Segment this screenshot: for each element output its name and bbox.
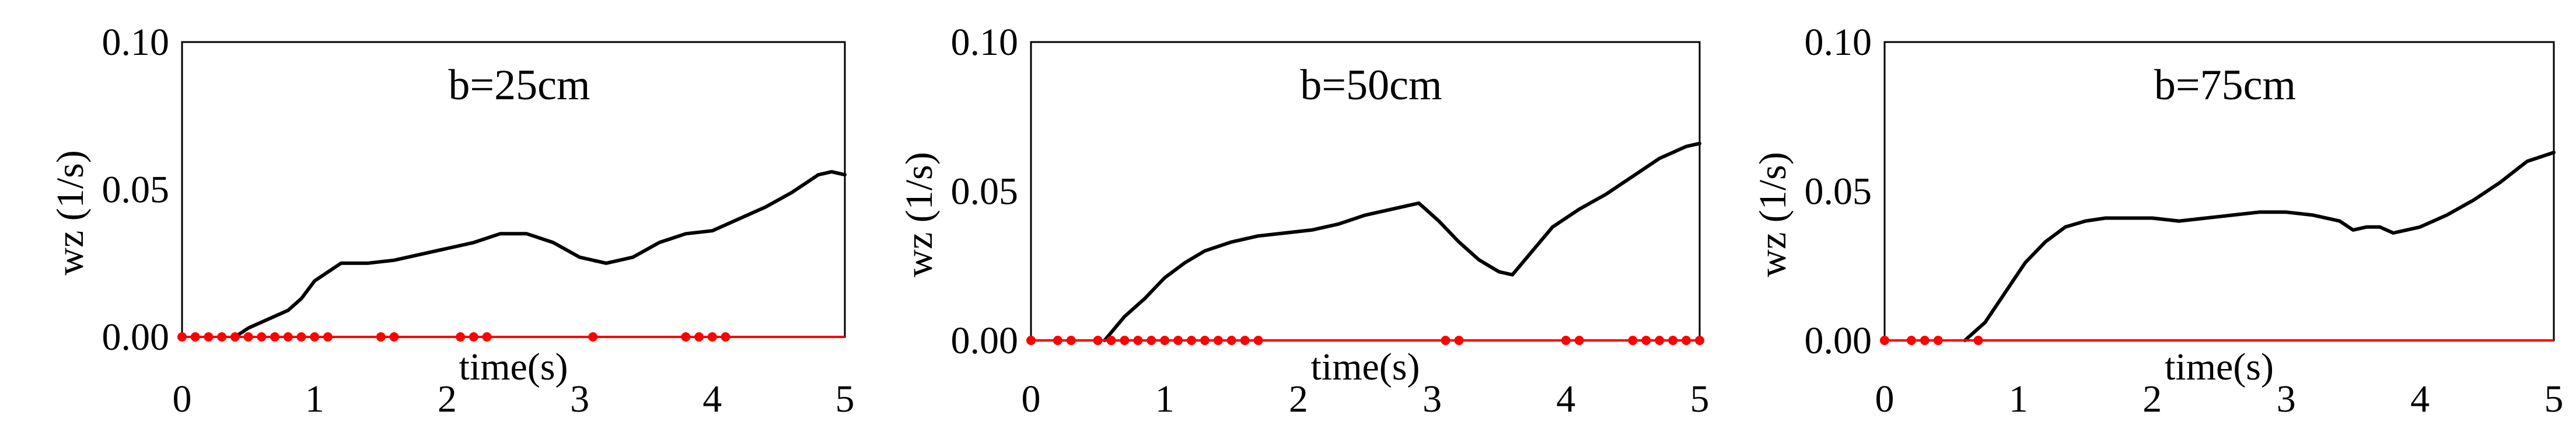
y-tick-label: 0.10 (1805, 21, 1872, 64)
x-tick-label: 0 (173, 378, 192, 420)
x-tick-label: 3 (1422, 378, 1442, 420)
x-tick-label: 4 (2410, 378, 2430, 420)
y-tick-label: 0.05 (1805, 170, 1872, 213)
x-tick-label: 2 (1289, 378, 1308, 420)
series-marker (1066, 336, 1076, 345)
series-marker (1561, 336, 1571, 345)
chart-panel-1: 0.00 0.05 0.10 0 1 2 3 4 5 time(s) wz (1/s) b=25cm (49, 21, 855, 420)
series-marker (257, 332, 267, 342)
panel-title: b=50cm (1300, 61, 1442, 109)
x-tick-label: 5 (1690, 378, 1710, 420)
series-marker (389, 332, 399, 342)
series-marker (1628, 336, 1638, 345)
x-tick-label: 4 (1556, 378, 1575, 420)
series-marker (1093, 336, 1103, 345)
x-axis-title: time(s) (459, 346, 568, 388)
series-marker (1973, 336, 1983, 345)
x-tick-label: 5 (2544, 378, 2564, 420)
panel-title: b=75cm (2154, 61, 2296, 109)
x-tick-label: 3 (2277, 378, 2296, 420)
y-axis-title: wz (1/s) (49, 150, 92, 275)
panel-title: b=25cm (448, 61, 590, 109)
series-marker (1454, 336, 1464, 345)
series-marker (1200, 336, 1210, 345)
series-marker (1641, 336, 1651, 345)
x-tick-label: 2 (2142, 378, 2162, 420)
series-marker (588, 332, 598, 342)
series-marker (1106, 336, 1116, 345)
series-marker (177, 332, 187, 342)
x-tick-label: 1 (1155, 378, 1175, 420)
y-tick-label: 0.05 (951, 170, 1019, 213)
series-marker (1053, 336, 1062, 345)
series-marker (1880, 336, 1889, 345)
series-line-wz (1963, 151, 2556, 342)
series-marker (270, 332, 280, 342)
y-tick-label: 0.00 (951, 319, 1019, 362)
y-tick-label: 0.10 (102, 21, 170, 64)
chart-panel-3: 0.00 0.05 0.10 0 1 2 3 4 5 time(s) wz (1/s) b=75cm (1752, 21, 2564, 420)
series-marker (190, 332, 200, 342)
y-axis-title: wz (1/s) (898, 152, 941, 277)
series-marker (230, 332, 240, 342)
series-marker (1574, 336, 1584, 345)
x-tick-label: 1 (305, 378, 324, 420)
series-marker (1682, 336, 1691, 345)
series-marker (243, 332, 253, 342)
x-tick-label: 2 (438, 378, 457, 420)
series-marker (1160, 336, 1170, 345)
series-marker (482, 332, 492, 342)
x-axis-title: time(s) (1311, 346, 1420, 388)
series-marker (1933, 336, 1943, 345)
series-marker (469, 332, 478, 342)
series-marker (1441, 336, 1450, 345)
x-tick-label: 0 (1022, 378, 1041, 420)
series-marker (1695, 336, 1704, 345)
y-tick-label: 0.10 (951, 21, 1019, 64)
series-marker (296, 332, 306, 342)
series-marker (323, 332, 333, 342)
series-marker (1120, 336, 1130, 345)
series-marker (1655, 336, 1665, 345)
y-tick-label: 0.00 (1805, 319, 1872, 362)
x-axis-title: time(s) (2165, 346, 2274, 388)
series-marker (1240, 336, 1250, 345)
y-tick-label: 0.05 (102, 169, 170, 211)
series-marker (1187, 336, 1197, 345)
x-tick-label: 0 (1875, 378, 1895, 420)
x-tick-label: 3 (570, 378, 589, 420)
series-marker (310, 332, 320, 342)
series-marker (1906, 336, 1916, 345)
x-tick-label: 4 (702, 378, 722, 420)
series-marker (1026, 336, 1036, 345)
x-tick-label: 1 (2009, 378, 2028, 420)
series-line-wz (233, 170, 847, 339)
series-marker (707, 332, 717, 342)
series-line-wz (1103, 141, 1701, 342)
series-marker (1226, 336, 1236, 345)
series-marker (1668, 336, 1678, 345)
y-axis-title: wz (1/s) (1752, 152, 1794, 277)
series-marker (1133, 336, 1143, 345)
y-tick-label: 0.00 (102, 316, 170, 359)
series-marker (1920, 336, 1930, 345)
series-marker (204, 332, 214, 342)
series-marker (376, 332, 386, 342)
series-marker (1253, 336, 1263, 345)
series-marker (1213, 336, 1223, 345)
series-marker (1147, 336, 1156, 345)
series-marker (1173, 336, 1183, 345)
series-marker (217, 332, 227, 342)
series-marker (721, 332, 730, 342)
x-tick-label: 5 (836, 378, 855, 420)
chart-panel-2: 0.00 0.05 0.10 0 1 2 3 4 5 time(s) wz (1/s) b=50cm (898, 21, 1710, 420)
series-marker (681, 332, 691, 342)
series-marker (456, 332, 466, 342)
series-marker (283, 332, 293, 342)
series-marker (694, 332, 704, 342)
